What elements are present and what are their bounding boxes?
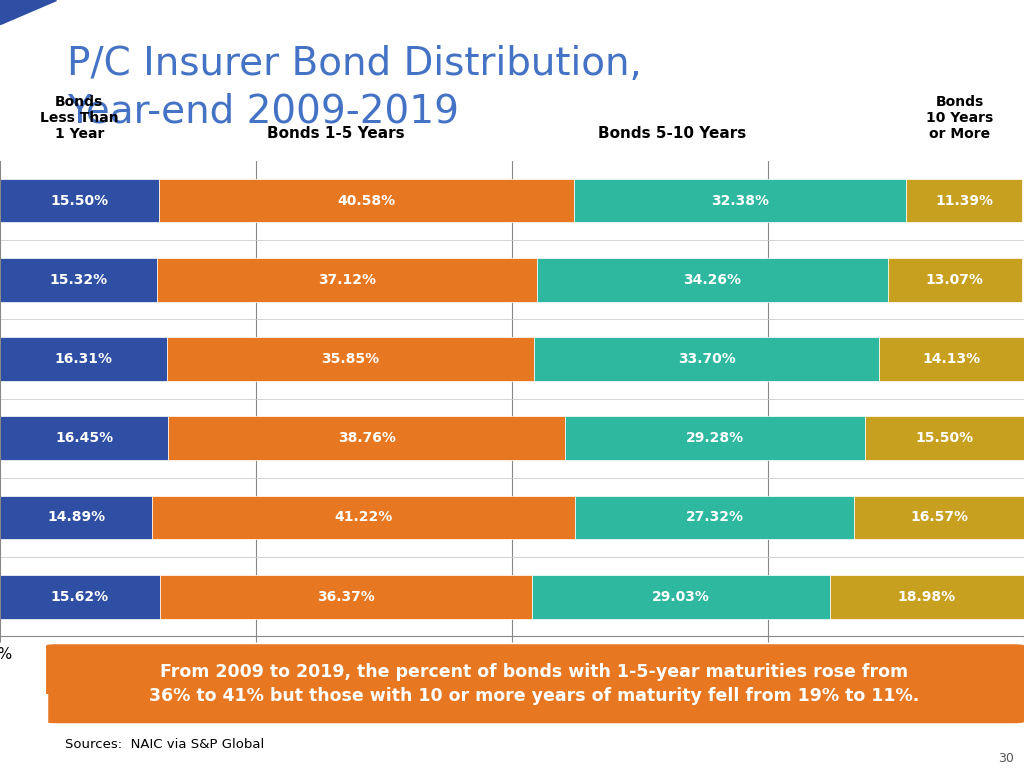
- Bar: [537, 258, 888, 302]
- Text: 18.98%: 18.98%: [898, 590, 955, 604]
- Bar: [168, 416, 565, 460]
- Text: 38.76%: 38.76%: [338, 432, 396, 445]
- Text: 11.39%: 11.39%: [935, 194, 993, 207]
- Bar: [906, 179, 1022, 222]
- Bar: [153, 495, 574, 539]
- Bar: [880, 337, 1024, 381]
- Text: 16.57%: 16.57%: [910, 511, 968, 525]
- Bar: [0, 179, 159, 222]
- Text: 15.50%: 15.50%: [50, 194, 109, 207]
- Text: 29.03%: 29.03%: [652, 590, 710, 604]
- Bar: [829, 575, 1024, 618]
- Text: 15.50%: 15.50%: [915, 432, 974, 445]
- Bar: [0, 575, 160, 618]
- Text: 29.28%: 29.28%: [686, 432, 744, 445]
- Text: 16.31%: 16.31%: [54, 352, 113, 366]
- Bar: [160, 575, 532, 618]
- Bar: [0, 258, 157, 302]
- Bar: [574, 179, 906, 222]
- Text: 35.85%: 35.85%: [322, 352, 380, 366]
- Bar: [532, 575, 829, 618]
- Text: 34.26%: 34.26%: [683, 273, 741, 286]
- Bar: [0, 495, 153, 539]
- Text: 41.22%: 41.22%: [335, 511, 392, 525]
- Text: 30: 30: [997, 753, 1014, 766]
- Bar: [167, 337, 535, 381]
- Text: 13.07%: 13.07%: [926, 273, 984, 286]
- Bar: [565, 416, 865, 460]
- Text: 15.32%: 15.32%: [49, 273, 108, 286]
- Text: 16.45%: 16.45%: [55, 432, 114, 445]
- Text: Bonds
10 Years
or More: Bonds 10 Years or More: [926, 94, 993, 141]
- Bar: [865, 416, 1024, 460]
- Bar: [574, 495, 854, 539]
- Text: Bonds 1-5 Years: Bonds 1-5 Years: [267, 126, 404, 141]
- Bar: [854, 495, 1024, 539]
- Bar: [535, 337, 880, 381]
- Polygon shape: [0, 0, 56, 24]
- Text: 40.58%: 40.58%: [338, 194, 395, 207]
- Text: 37.12%: 37.12%: [317, 273, 376, 286]
- FancyBboxPatch shape: [46, 644, 1024, 723]
- Text: 36.37%: 36.37%: [317, 590, 375, 604]
- Text: 27.32%: 27.32%: [685, 511, 743, 525]
- Text: 32.38%: 32.38%: [711, 194, 769, 207]
- Text: P/C Insurer Bond Distribution,
Year-end 2009-2019: P/C Insurer Bond Distribution, Year-end …: [67, 45, 641, 130]
- Bar: [0, 416, 168, 460]
- Text: Bonds 5-10 Years: Bonds 5-10 Years: [598, 126, 745, 141]
- Text: 14.89%: 14.89%: [47, 511, 105, 525]
- Text: From 2009 to 2019, the percent of bonds with 1-5-year maturities rose from
36% t: From 2009 to 2019, the percent of bonds …: [150, 663, 920, 704]
- Text: 15.62%: 15.62%: [51, 590, 109, 604]
- Bar: [0, 337, 167, 381]
- Text: 33.70%: 33.70%: [678, 352, 735, 366]
- Bar: [159, 179, 574, 222]
- Text: Bonds
Less Than
1 Year: Bonds Less Than 1 Year: [40, 94, 119, 141]
- Text: 14.13%: 14.13%: [923, 352, 981, 366]
- Text: Sources:  NAIC via S&P Global: Sources: NAIC via S&P Global: [65, 738, 264, 751]
- Bar: [888, 258, 1022, 302]
- Bar: [157, 258, 537, 302]
